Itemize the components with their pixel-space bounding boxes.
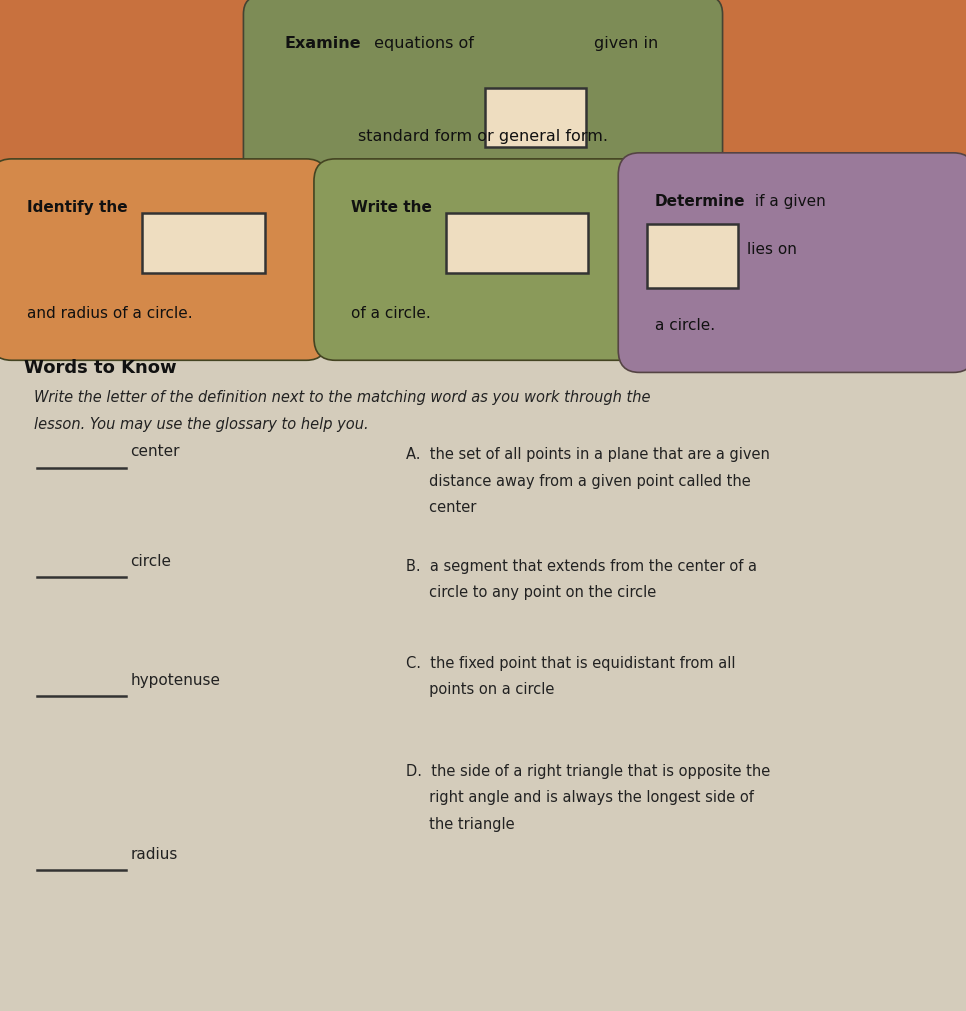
FancyBboxPatch shape — [446, 213, 588, 274]
Text: if a given: if a given — [750, 194, 825, 209]
FancyBboxPatch shape — [618, 154, 966, 373]
Text: distance away from a given point called the: distance away from a given point called … — [406, 473, 751, 488]
Text: circle: circle — [130, 553, 171, 568]
FancyBboxPatch shape — [142, 213, 265, 274]
Text: lesson. You may use the glossary to help you.: lesson. You may use the glossary to help… — [34, 417, 368, 432]
Text: circle to any point on the circle: circle to any point on the circle — [406, 584, 656, 600]
Text: standard form or general form.: standard form or general form. — [358, 128, 608, 144]
Text: a circle.: a circle. — [655, 317, 715, 333]
Text: Words to Know: Words to Know — [24, 359, 177, 377]
Text: points on a circle: points on a circle — [406, 681, 554, 697]
Text: the triangle: the triangle — [406, 816, 514, 831]
Text: right angle and is always the longest side of: right angle and is always the longest si… — [406, 790, 753, 805]
Text: equations of: equations of — [369, 36, 474, 52]
Text: Write the: Write the — [351, 200, 432, 215]
Text: Write the letter of the definition next to the matching word as you work through: Write the letter of the definition next … — [34, 389, 650, 404]
Text: Determine: Determine — [655, 194, 746, 209]
Text: Examine: Examine — [285, 36, 361, 52]
Text: D.  the side of a right triangle that is opposite the: D. the side of a right triangle that is … — [406, 763, 770, 778]
Text: A.  the set of all points in a plane that are a given: A. the set of all points in a plane that… — [406, 447, 770, 462]
FancyBboxPatch shape — [647, 224, 738, 289]
Text: Identify the: Identify the — [27, 200, 128, 215]
FancyBboxPatch shape — [243, 0, 723, 190]
Text: and radius of a circle.: and radius of a circle. — [27, 305, 192, 320]
Text: center: center — [130, 444, 180, 459]
FancyBboxPatch shape — [0, 324, 966, 1011]
Text: B.  a segment that extends from the center of a: B. a segment that extends from the cente… — [406, 558, 756, 573]
Text: lies on: lies on — [747, 242, 797, 257]
Text: given in: given in — [594, 36, 659, 52]
Text: C.  the fixed point that is equidistant from all: C. the fixed point that is equidistant f… — [406, 655, 735, 670]
FancyBboxPatch shape — [485, 89, 586, 148]
FancyBboxPatch shape — [0, 160, 327, 361]
Text: radius: radius — [130, 846, 178, 861]
Text: of a circle.: of a circle. — [351, 305, 431, 320]
FancyBboxPatch shape — [314, 160, 651, 361]
Text: hypotenuse: hypotenuse — [130, 672, 220, 687]
Text: center: center — [406, 499, 476, 515]
